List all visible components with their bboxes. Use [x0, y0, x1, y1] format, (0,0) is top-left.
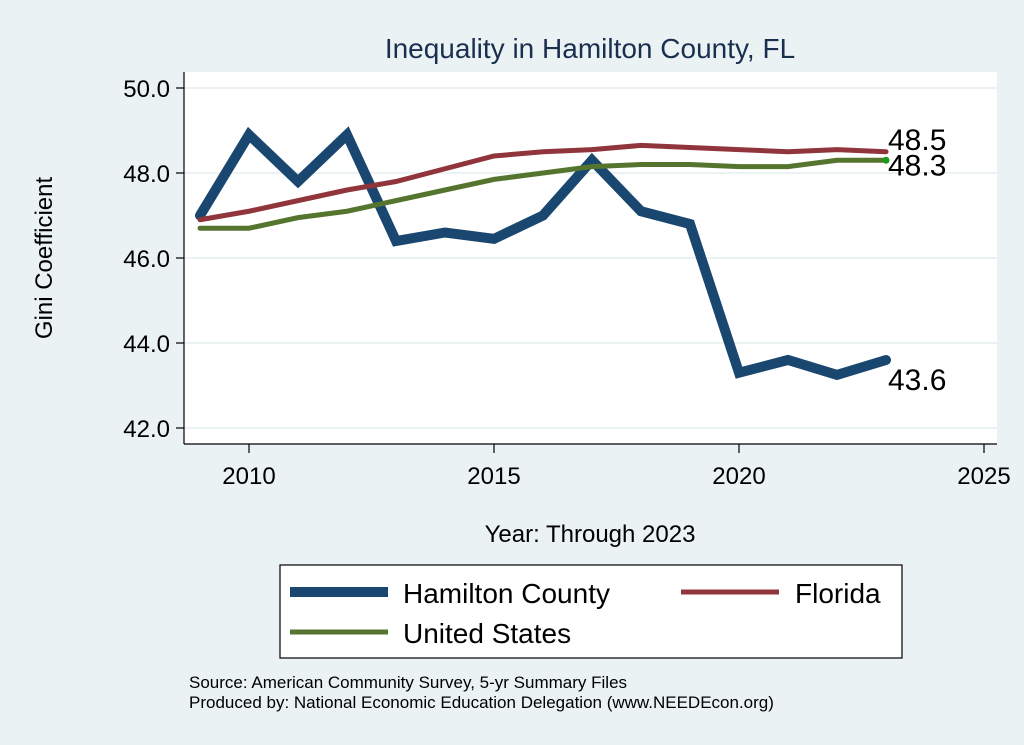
x-tick-label: 2010	[222, 463, 275, 490]
end-labels: 43.6 48.548.3	[888, 124, 946, 397]
legend-label-hamilton-county: Hamilton County	[403, 578, 610, 609]
source-note: Source: American Community Survey, 5-yr …	[189, 673, 627, 692]
x-tick-label: 2020	[712, 463, 765, 490]
gridlines	[184, 87, 997, 429]
chart-title: Inequality in Hamilton County, FL	[385, 33, 795, 64]
end-marker-united-states	[882, 156, 890, 164]
y-tick-label: 42.0	[123, 416, 170, 443]
y-tick-label: 50.0	[123, 76, 170, 103]
y-axis-ticks: 42.0 44.0 46.0 48.0 50.0	[123, 76, 184, 443]
end-label-hamilton-county: 43.6	[888, 364, 946, 397]
producer-note: Produced by: National Economic Education…	[189, 693, 774, 712]
y-tick-label: 46.0	[123, 246, 170, 273]
y-tick-label: 48.0	[123, 161, 170, 188]
x-axis-title: Year: Through 2023	[485, 521, 696, 548]
y-axis-title: Gini Coefficient	[31, 177, 58, 340]
end-label-united-states: 48.3	[888, 149, 946, 182]
legend: Hamilton County Florida United States	[279, 564, 903, 659]
x-axis-ticks: 2010 2015 2020 2025	[222, 444, 1011, 490]
end-label-florida: 48.5	[888, 124, 946, 157]
legend-label-united-states: United States	[403, 618, 571, 649]
series-lines	[195, 126, 891, 381]
legend-label-florida: Florida	[795, 578, 881, 609]
legend-box	[279, 564, 903, 659]
x-tick-label: 2025	[957, 463, 1010, 490]
x-tick-label: 2015	[467, 463, 520, 490]
y-tick-label: 44.0	[123, 331, 170, 358]
